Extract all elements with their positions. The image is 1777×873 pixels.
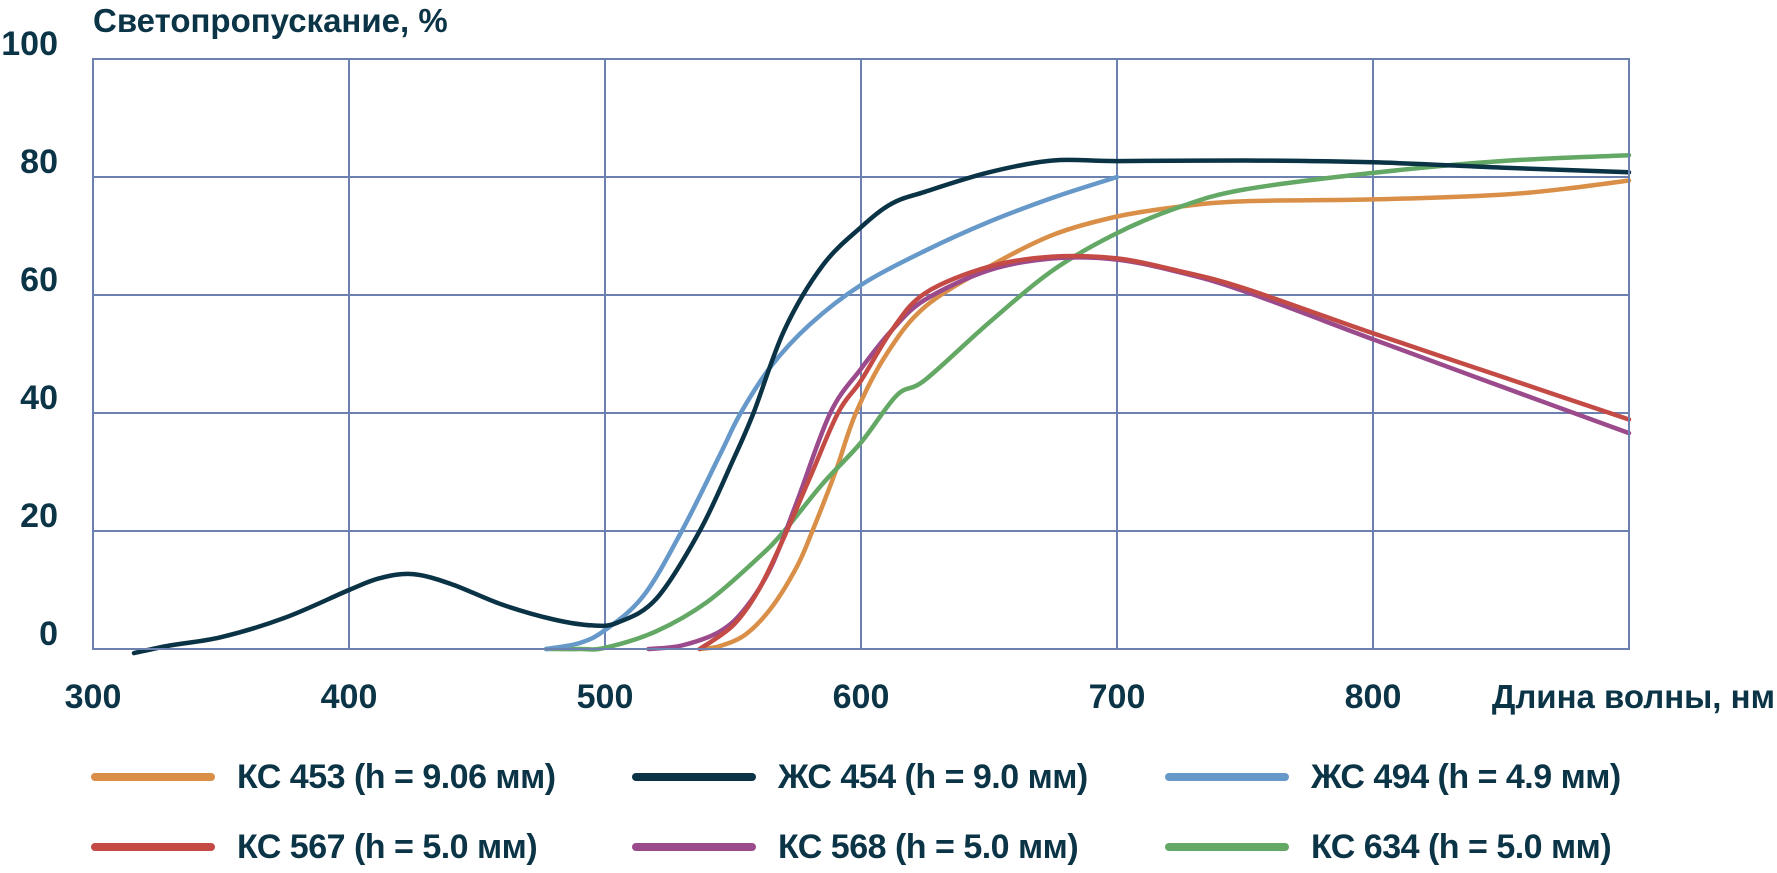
x-tick-labels: 300 400 500 600 700 800 [65,678,1402,716]
x-tick-label: 500 [577,678,634,716]
y-axis-title: Светопропускание, % [93,2,448,39]
y-tick-labels: 0 20 40 60 80 100 [1,25,58,653]
series-line-3 [697,253,1632,652]
series-line-4 [646,255,1632,652]
y-tick-label: 80 [20,143,58,181]
x-tick-label: 600 [833,678,890,716]
x-tick-label: 300 [65,678,122,716]
y-tick-label: 20 [20,497,58,535]
x-tick-label: 400 [321,678,378,716]
y-tick-label: 0 [39,615,58,653]
x-tick-label: 800 [1345,678,1402,716]
series-line-5 [543,152,1632,652]
x-tick-label: 700 [1089,678,1146,716]
series-layer [131,152,1632,656]
plot-frame [92,58,1630,650]
y-tick-label: 60 [20,261,58,299]
y-tick-label: 100 [1,25,58,63]
series-line-1 [131,157,1632,656]
y-tick-label: 40 [20,379,58,417]
grid [93,59,1629,649]
x-axis-title: Длина волны, нм [1492,678,1775,715]
